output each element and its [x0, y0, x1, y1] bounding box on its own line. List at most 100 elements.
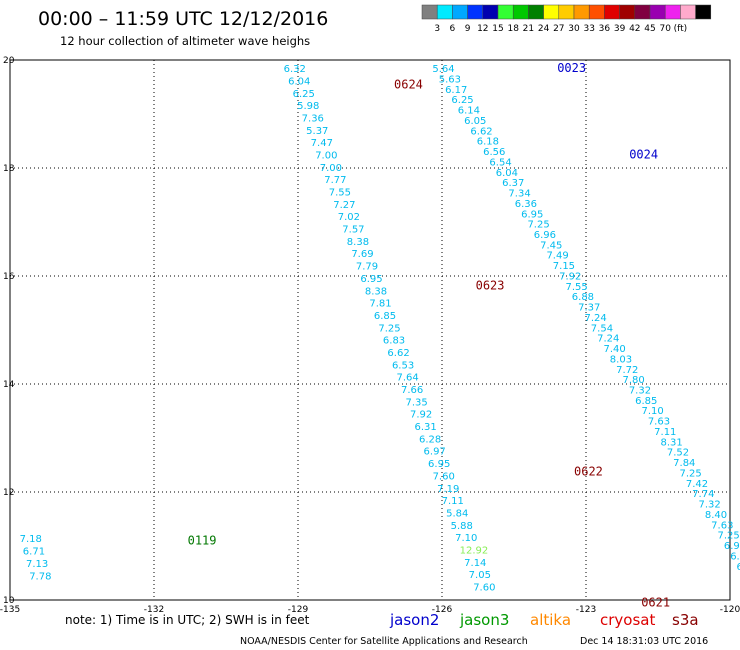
- wave-height-label: 6.25: [293, 89, 315, 100]
- wave-height-label: 7.13: [26, 559, 48, 570]
- wave-height-label: 7.10: [455, 533, 477, 544]
- wave-height-label: 5.98: [297, 101, 319, 112]
- wave-height-label: 7.36: [302, 113, 324, 124]
- scale-label: 33: [583, 24, 594, 34]
- wave-height-label: 7.25: [718, 531, 740, 542]
- grid-lines: [10, 60, 730, 600]
- wave-height-label: 7.54: [591, 323, 613, 334]
- legend-jason3: jason3: [459, 611, 509, 629]
- scale-swatch: [604, 4, 620, 20]
- wave-height-label: 6.05: [464, 116, 486, 127]
- wave-height-label: 7.81: [369, 299, 391, 310]
- scale-label: (ft): [674, 24, 688, 34]
- wave-height-label: 7.24: [597, 334, 619, 345]
- wave-height-label: 7.00: [315, 151, 337, 162]
- wave-height-label: 6.71: [23, 547, 45, 558]
- scale-swatch: [528, 4, 544, 20]
- scale-swatch: [467, 4, 484, 20]
- scale-label: 21: [523, 24, 534, 34]
- scale-swatch: [436, 4, 453, 20]
- wave-height-label: 7.37: [578, 303, 600, 314]
- wave-height-label: 7.18: [20, 534, 42, 545]
- legend-altika: altika: [530, 611, 571, 629]
- wave-height-label: 7.00: [320, 163, 342, 174]
- footer-credit: NOAA/NESDIS Center for Satellite Applica…: [240, 636, 528, 647]
- wave-height-label: 8.03: [610, 354, 632, 365]
- lon-tick-label: -129: [288, 605, 309, 615]
- scale-label: 36: [599, 24, 611, 34]
- wave-height-label: 7.47: [311, 138, 333, 149]
- lat-tick-label: 16: [3, 272, 15, 282]
- satellite-legend: jason2 jason3 altika cryosat s3a: [389, 611, 699, 629]
- wave-height-label: 7.27: [333, 200, 355, 211]
- wave-height-label: 6.95: [428, 459, 450, 470]
- scale-swatch: [680, 4, 696, 20]
- wave-height-label: 7.02: [338, 212, 360, 223]
- wave-height-label: 6.35: [730, 551, 740, 562]
- wave-height-label: 7.42: [686, 479, 708, 490]
- scale-swatch: [452, 4, 468, 20]
- lon-tick-label: -123: [576, 605, 596, 615]
- wave-height-label: 7.49: [546, 251, 568, 262]
- wave-height-label: 7.84: [673, 458, 695, 469]
- pass-label: 0623: [476, 279, 505, 293]
- wave-height-label: 6.04: [288, 76, 310, 87]
- scale-label: 6: [450, 24, 456, 34]
- wave-height-label: 7.79: [356, 262, 378, 273]
- wave-height-label: 6.90: [724, 541, 740, 552]
- scale-swatch: [421, 4, 438, 20]
- wave-height-label: 5.37: [306, 126, 328, 137]
- wave-height-label: 6.96: [737, 562, 740, 573]
- wave-height-label: 6.56: [483, 147, 505, 158]
- scale-swatch: [543, 4, 560, 20]
- wave-height-label: 7.11: [654, 427, 676, 438]
- wave-height-label: 12.92: [460, 545, 489, 556]
- wave-height-label: 8.38: [365, 286, 387, 297]
- wave-height-label: 7.78: [29, 572, 51, 583]
- scale-swatch: [664, 4, 681, 20]
- pass-label: 0621: [641, 596, 670, 610]
- wave-height-label: 6.53: [392, 360, 414, 371]
- wave-height-label: 7.45: [540, 240, 562, 251]
- wave-height-label: 6.54: [489, 157, 511, 168]
- scale-label: 3: [434, 24, 440, 34]
- scale-swatch: [695, 4, 712, 20]
- wave-height-label: 6.88: [572, 292, 594, 303]
- wave-height-label: 6.62: [470, 126, 492, 137]
- wave-height-label: 7.35: [405, 397, 427, 408]
- scale-label: 24: [538, 24, 550, 34]
- scale-swatch: [558, 4, 575, 20]
- wave-height-label: 7.10: [641, 406, 663, 417]
- wave-height-label: 7.64: [396, 373, 418, 384]
- wave-height-label: 7.52: [667, 448, 689, 459]
- lat-tick-label: 18: [3, 164, 15, 174]
- legend-jason2: jason2: [389, 611, 439, 629]
- wave-height-label: 7.14: [464, 558, 486, 569]
- wave-height-label: 7.57: [342, 225, 364, 236]
- wave-height-label: 7.66: [401, 385, 423, 396]
- scale-swatch: [634, 4, 651, 20]
- lat-tick-label: 14: [3, 380, 15, 390]
- scale-label: 15: [492, 24, 503, 34]
- color-scale: 3 6 9 12 15 18 21 24 27 30 33 36 39 42 45 70 (ft): [421, 4, 712, 34]
- wave-height-label: 7.05: [469, 570, 491, 581]
- wave-height-label: 7.69: [351, 249, 373, 260]
- wave-height-label: 7.25: [527, 220, 549, 231]
- wave-height-label: 6.28: [419, 434, 441, 445]
- wave-height-label: 7.74: [692, 489, 714, 500]
- wave-height-label: 7.25: [680, 468, 702, 479]
- scale-label: 42: [629, 24, 640, 34]
- wave-height-label: 6.31: [415, 422, 437, 433]
- wave-height-label: 7.32: [629, 386, 651, 397]
- lon-tick-label: -135: [0, 605, 20, 615]
- wave-height-label: 6.25: [451, 95, 473, 106]
- lat-tick-label: 12: [3, 488, 14, 498]
- lon-tick-label: -132: [144, 605, 164, 615]
- scale-swatch: [497, 4, 514, 20]
- scale-label: 39: [614, 24, 626, 34]
- wave-height-label: 6.04: [496, 168, 518, 179]
- scale-swatch: [573, 4, 590, 20]
- wave-height-label: 7.55: [565, 282, 587, 293]
